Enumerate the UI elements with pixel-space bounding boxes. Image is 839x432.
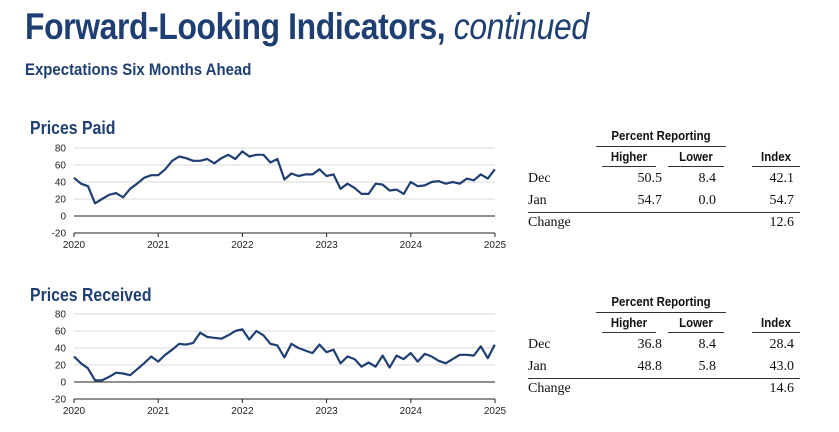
y-tick-label: 40 xyxy=(55,178,67,189)
y-tick-label: -20 xyxy=(52,395,67,406)
table-group-header: Percent Reporting xyxy=(611,128,711,143)
y-tick-label: 80 xyxy=(55,144,67,155)
table-row-label: Jan xyxy=(528,193,547,208)
table-row-label: Jan xyxy=(528,359,547,374)
table-col-higher: Higher xyxy=(610,149,648,164)
table-cell-lower: 0.0 xyxy=(698,193,717,208)
table-change-value: 14.6 xyxy=(769,381,795,396)
table-change-label: Change xyxy=(528,215,571,230)
y-tick-label: 0 xyxy=(60,378,66,389)
table-group-rule xyxy=(596,312,726,313)
prices-paid-table: Percent Reporting Higher Lower Index Dec… xyxy=(528,128,800,238)
x-tick-label: 2022 xyxy=(231,240,254,251)
y-tick-label: 20 xyxy=(55,195,67,206)
y-tick-label: 80 xyxy=(55,310,67,321)
table-col-rule xyxy=(668,166,724,167)
x-tick-label: 2024 xyxy=(400,240,423,251)
table-change-rule xyxy=(528,378,800,379)
table-row-label: Dec xyxy=(528,171,551,186)
table-col-rule xyxy=(752,166,800,167)
x-tick-label: 2023 xyxy=(315,406,338,417)
table-col-rule xyxy=(752,332,800,333)
table-col-lower: Lower xyxy=(679,315,713,330)
table-col-index: Index xyxy=(761,315,791,330)
table-col-lower: Lower xyxy=(679,149,713,164)
y-tick-label: 0 xyxy=(60,212,66,223)
table-cell-lower: 8.4 xyxy=(698,171,717,186)
table-row-label: Dec xyxy=(528,337,551,352)
y-tick-label: 40 xyxy=(55,344,67,355)
table-cell-index: 54.7 xyxy=(769,193,795,208)
chart-title-prices-paid: Prices Paid xyxy=(30,118,116,138)
table-cell-lower: 8.4 xyxy=(698,337,717,352)
x-tick-label: 2024 xyxy=(400,406,423,417)
table-change-rule xyxy=(528,212,800,213)
x-tick-label: 2021 xyxy=(147,240,170,251)
chart-title-prices-received: Prices Received xyxy=(30,285,152,305)
table-col-rule xyxy=(602,166,656,167)
x-tick-label: 2025 xyxy=(484,240,507,251)
table-cell-higher: 50.5 xyxy=(637,171,663,186)
table-cell-index: 42.1 xyxy=(769,171,795,186)
table-cell-higher: 48.8 xyxy=(637,359,663,374)
series-line xyxy=(73,150,496,205)
table-col-rule xyxy=(602,332,656,333)
table-cell-lower: 5.8 xyxy=(698,359,717,374)
page-title-main: Forward-Looking Indicators, xyxy=(25,6,446,47)
x-tick-label: 2021 xyxy=(147,406,170,417)
table-change-value: 12.6 xyxy=(769,215,795,230)
table-col-rule xyxy=(668,332,724,333)
table-group-header: Percent Reporting xyxy=(611,294,711,309)
x-tick-label: 2020 xyxy=(63,406,86,417)
prices-received-chart: -20 0 20 40 60 80 2020 2021 2022 2023 2024 2025 xyxy=(52,310,507,418)
table-cell-higher: 36.8 xyxy=(637,337,663,352)
table-cell-higher: 54.7 xyxy=(637,193,663,208)
y-tick-label: 20 xyxy=(55,361,67,372)
y-tick-label: 60 xyxy=(55,327,67,338)
page-title: Forward-Looking Indicators, continued xyxy=(25,6,589,48)
x-tick-label: 2025 xyxy=(484,406,507,417)
table-cell-index: 43.0 xyxy=(769,359,795,374)
table-col-index: Index xyxy=(761,149,791,164)
series-line xyxy=(73,328,496,382)
page-title-italic: continued xyxy=(453,6,589,47)
x-tick-label: 2022 xyxy=(231,406,254,417)
x-tick-label: 2023 xyxy=(315,240,338,251)
table-cell-index: 28.4 xyxy=(769,337,795,352)
table-col-higher: Higher xyxy=(610,315,648,330)
page-subtitle: Expectations Six Months Ahead xyxy=(25,60,252,79)
y-tick-label: -20 xyxy=(52,229,67,240)
table-group-rule xyxy=(596,146,726,147)
x-tick-label: 2020 xyxy=(63,240,86,251)
y-tick-label: 60 xyxy=(55,161,67,172)
prices-paid-chart: -20 0 20 40 60 80 2020 2021 2022 2023 2024 2025 xyxy=(52,144,507,252)
table-change-label: Change xyxy=(528,381,571,396)
prices-received-table: Percent Reporting Higher Lower Index Dec… xyxy=(528,294,800,404)
